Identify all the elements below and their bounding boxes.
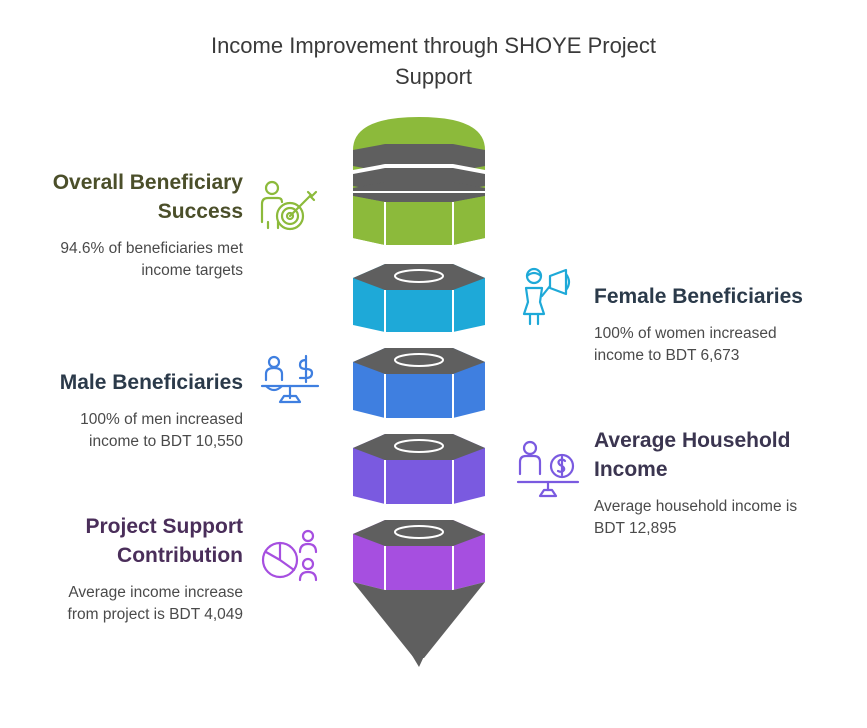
item-male: Male Beneficiaries 100% of men increased…: [0, 368, 243, 453]
item-overall-success: Overall Beneficiary Success 94.6% of ben…: [0, 168, 243, 282]
item-heading: Average Household Income: [594, 429, 791, 481]
item-household: Average Household Income Average househo…: [594, 426, 854, 540]
title-line-2: Support: [394, 64, 473, 89]
item-heading: Overall Beneficiary Success: [52, 171, 243, 223]
item-female: Female Beneficiaries 100% of women incre…: [594, 282, 854, 367]
item-project-support: Project Support Contribution Average inc…: [0, 512, 243, 626]
person-coin-scale-icon: [516, 440, 580, 498]
item-description: Average household income is BDT 12,895: [594, 498, 798, 537]
segment-male: [353, 348, 485, 418]
item-description: 100% of women increased income to BDT 6,…: [594, 325, 777, 364]
target-person-icon: [260, 180, 318, 231]
item-description: 100% of men increased income to BDT 10,5…: [80, 411, 243, 450]
item-description: Average income increase from project is …: [67, 584, 243, 623]
title-line-1: Income Improvement through SHOYE Project: [210, 33, 657, 58]
item-description: 94.6% of beneficiaries met income target…: [60, 240, 243, 279]
pie-chart-people-icon: [261, 529, 318, 582]
woman-megaphone-icon: [522, 267, 571, 326]
pencil-tip: [353, 582, 485, 667]
segment-household: [353, 434, 485, 504]
segment-female: [353, 264, 485, 332]
diagram-title: Income Improvement through SHOYE Project…: [0, 30, 867, 92]
segment-overall-success: [353, 117, 485, 245]
item-heading: Project Support Contribution: [85, 515, 243, 567]
man-scale-dollar-icon: [260, 354, 320, 404]
segment-project-support: [353, 520, 485, 590]
item-heading: Male Beneficiaries: [59, 371, 243, 394]
item-heading: Female Beneficiaries: [594, 285, 803, 308]
